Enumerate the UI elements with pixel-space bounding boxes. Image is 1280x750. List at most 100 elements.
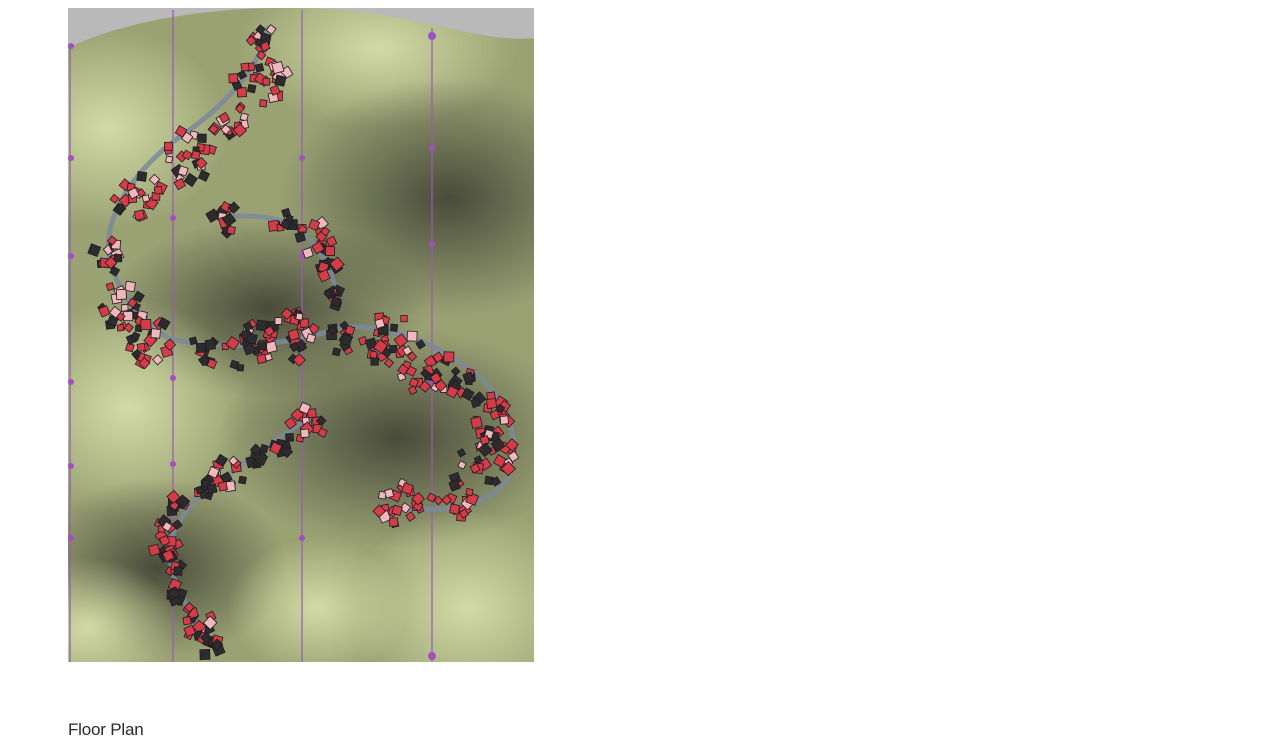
pod-module bbox=[327, 325, 338, 335]
pod-module bbox=[228, 455, 239, 466]
pod-module bbox=[391, 504, 403, 516]
pod-module bbox=[317, 427, 328, 438]
pod-module bbox=[415, 339, 426, 350]
pod-module bbox=[426, 492, 437, 503]
pod-module bbox=[237, 69, 248, 80]
pod-module bbox=[104, 256, 118, 270]
pod-module bbox=[470, 397, 481, 409]
pod-module bbox=[389, 517, 399, 527]
pod-module bbox=[256, 50, 267, 61]
pod-module bbox=[259, 41, 271, 52]
pod-module bbox=[406, 330, 418, 342]
pod-module bbox=[161, 549, 175, 563]
pod-module bbox=[109, 265, 121, 277]
pod-module bbox=[274, 74, 287, 87]
pod-module bbox=[433, 495, 444, 506]
pod-module bbox=[330, 296, 342, 308]
pod-module bbox=[402, 345, 413, 356]
pod-module bbox=[194, 485, 204, 495]
pod-module bbox=[457, 460, 467, 470]
pod-module bbox=[383, 357, 395, 369]
pod-module bbox=[400, 314, 408, 323]
pod-module bbox=[340, 333, 353, 347]
pod-module bbox=[456, 448, 467, 458]
pod-module bbox=[182, 616, 192, 626]
pod-module bbox=[167, 586, 181, 601]
pod-module bbox=[357, 335, 368, 346]
pod-module bbox=[220, 124, 232, 135]
pod-module bbox=[98, 305, 111, 318]
pod-module bbox=[465, 487, 474, 497]
pod-module bbox=[173, 177, 187, 191]
pod-module bbox=[152, 354, 164, 366]
pod-module bbox=[373, 338, 389, 355]
pod-module bbox=[183, 601, 195, 613]
pod-module bbox=[308, 218, 321, 231]
pod-module bbox=[279, 218, 292, 231]
pod-module bbox=[195, 156, 208, 170]
pod-module bbox=[228, 73, 239, 84]
pod-module bbox=[214, 453, 229, 468]
pod-module bbox=[290, 408, 305, 422]
pod-module bbox=[423, 355, 438, 369]
pod-module bbox=[432, 351, 444, 364]
pod-module bbox=[495, 403, 506, 414]
pod-module bbox=[477, 442, 493, 458]
pod-module bbox=[298, 401, 312, 415]
pod-module bbox=[199, 631, 213, 645]
pod-module bbox=[317, 269, 331, 283]
pod-module bbox=[234, 103, 245, 114]
pod-module bbox=[287, 328, 301, 342]
pod-module bbox=[115, 203, 127, 214]
pod-module bbox=[245, 35, 257, 47]
pod-module bbox=[264, 340, 278, 354]
pod-module bbox=[259, 99, 268, 108]
pod-module bbox=[227, 201, 241, 214]
pod-module bbox=[323, 288, 334, 299]
pod-module bbox=[206, 483, 218, 495]
pod-module bbox=[469, 462, 481, 474]
pod-module bbox=[292, 353, 307, 367]
pod-module bbox=[500, 460, 517, 477]
pod-module bbox=[284, 416, 298, 430]
pod-module bbox=[105, 282, 115, 292]
pod-module bbox=[183, 172, 198, 188]
pod-module bbox=[265, 24, 277, 35]
pod-module bbox=[198, 354, 210, 367]
pod-module bbox=[132, 290, 145, 303]
pod-module bbox=[226, 225, 236, 235]
pod-module bbox=[127, 187, 140, 200]
pod-module bbox=[473, 455, 483, 465]
pod-module bbox=[147, 543, 161, 557]
pod-module bbox=[505, 438, 519, 452]
pod-module bbox=[499, 415, 509, 425]
pod-module bbox=[192, 619, 207, 635]
pod-module bbox=[295, 312, 304, 321]
pod-module bbox=[397, 363, 410, 376]
pod-module bbox=[113, 254, 123, 263]
pod-module bbox=[461, 387, 475, 402]
pod-module bbox=[289, 341, 301, 353]
pod-module bbox=[169, 500, 180, 511]
pod-module bbox=[87, 243, 102, 258]
pod-module bbox=[271, 60, 285, 75]
pod-module bbox=[486, 398, 498, 410]
pod-module bbox=[280, 307, 293, 320]
pod-module bbox=[294, 231, 307, 243]
pod-module bbox=[434, 379, 448, 393]
pod-module bbox=[165, 155, 173, 164]
pod-module bbox=[157, 317, 171, 331]
pod-module bbox=[108, 305, 122, 319]
pod-module bbox=[256, 353, 267, 364]
pod-module bbox=[393, 333, 409, 348]
pod-module bbox=[180, 131, 194, 144]
pod-module bbox=[401, 482, 414, 495]
pod-module bbox=[299, 318, 310, 329]
pod-module bbox=[489, 409, 501, 421]
pod-module bbox=[127, 297, 138, 309]
pod-module bbox=[462, 371, 475, 384]
pod-module bbox=[285, 433, 295, 442]
pod-module bbox=[183, 624, 197, 638]
pod-module bbox=[218, 111, 231, 124]
pod-module bbox=[133, 209, 146, 221]
